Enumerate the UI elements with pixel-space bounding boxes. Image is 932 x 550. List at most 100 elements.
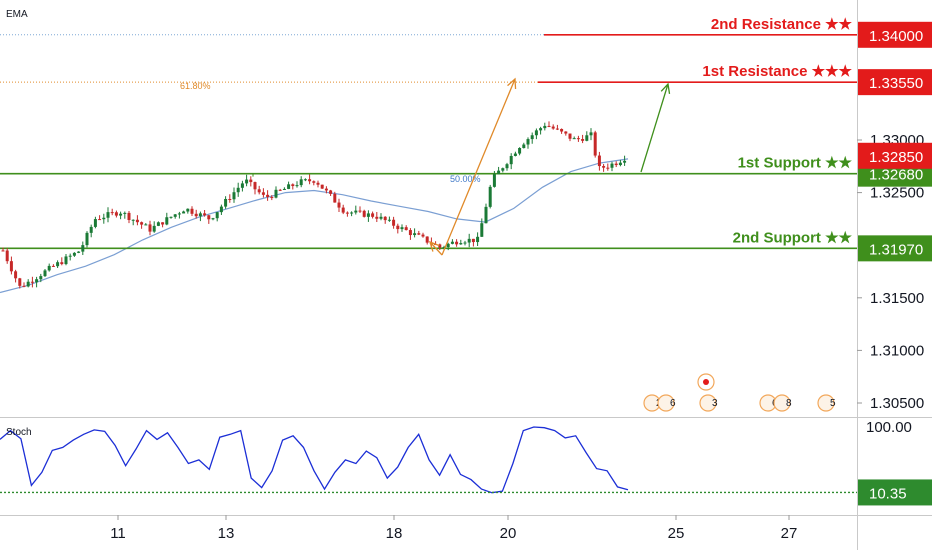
candle-body bbox=[211, 218, 215, 220]
candle-body bbox=[413, 233, 417, 236]
price-tick-label: 1.32500 bbox=[870, 185, 924, 202]
candle-body bbox=[5, 250, 9, 262]
candle-body bbox=[530, 135, 534, 140]
candle-body bbox=[366, 213, 370, 217]
candle-body bbox=[303, 179, 307, 181]
candle-body bbox=[555, 128, 559, 130]
candle-body bbox=[392, 219, 396, 226]
candle-body bbox=[341, 207, 345, 213]
candle-body bbox=[593, 132, 597, 156]
candle-body bbox=[320, 184, 324, 189]
candle-body bbox=[547, 125, 551, 127]
candle-body bbox=[287, 184, 291, 189]
fib-retrace-arrow[interactable] bbox=[429, 241, 443, 256]
candle-body bbox=[18, 278, 22, 286]
stochastic-pane: 10.35 100.00 bbox=[0, 419, 932, 506]
candle-body bbox=[396, 225, 400, 230]
candle-body bbox=[350, 212, 354, 214]
level-price-tag-r1 bbox=[858, 69, 932, 96]
candle-body bbox=[81, 245, 85, 252]
candle-body bbox=[186, 208, 190, 212]
event-flag-us-icon[interactable] bbox=[657, 394, 675, 412]
candle-body bbox=[455, 241, 459, 245]
stoch-level-tag bbox=[858, 479, 932, 506]
candle-body bbox=[1, 250, 5, 252]
stoch-indicator-label[interactable]: Stoch bbox=[6, 427, 32, 438]
candle-body bbox=[26, 281, 30, 287]
candle-body bbox=[106, 212, 110, 218]
time-tick-label: 20 bbox=[500, 525, 517, 542]
candle-body bbox=[371, 213, 375, 217]
level-price-tag-text-s1: 1.32680 bbox=[869, 167, 923, 184]
stoch-line[interactable] bbox=[0, 426, 629, 494]
candle-body bbox=[278, 189, 282, 191]
time-tick-label: 18 bbox=[386, 525, 403, 542]
time-axis[interactable]: 11 13 18 20 25 27 bbox=[110, 515, 797, 542]
candle-body bbox=[22, 285, 26, 287]
candle-body bbox=[513, 153, 517, 156]
candle-body bbox=[127, 212, 131, 221]
candle-body bbox=[606, 167, 610, 169]
ema-line-group bbox=[0, 158, 629, 294]
candle-body bbox=[64, 256, 68, 265]
event-flag-us-icon[interactable] bbox=[817, 394, 835, 412]
candle-body bbox=[602, 166, 606, 168]
candle-body bbox=[308, 179, 312, 182]
candle-body bbox=[295, 185, 299, 187]
candle-body bbox=[425, 236, 429, 243]
candle-body bbox=[471, 238, 475, 243]
event-flag-ca-icon[interactable] bbox=[699, 394, 717, 412]
candle-body bbox=[98, 219, 102, 221]
price-tick-label: 1.31000 bbox=[870, 342, 924, 359]
candle-body bbox=[203, 213, 207, 216]
event-flag-us-icon[interactable] bbox=[773, 394, 791, 412]
candle-body bbox=[324, 188, 328, 191]
candle-body bbox=[77, 251, 81, 253]
candle-body bbox=[35, 279, 39, 283]
candle-body bbox=[442, 247, 446, 249]
candle-body bbox=[282, 188, 286, 190]
candle-body bbox=[232, 192, 236, 200]
candle-body bbox=[387, 219, 391, 221]
candle-body bbox=[501, 168, 505, 171]
candle-body bbox=[131, 219, 135, 221]
candle-body bbox=[228, 198, 232, 200]
candle-body bbox=[144, 224, 148, 226]
candle-body bbox=[177, 213, 181, 215]
candle-body bbox=[114, 212, 118, 216]
candle-body bbox=[450, 241, 454, 244]
candle-body bbox=[119, 213, 123, 216]
time-tick-label: 11 bbox=[110, 525, 126, 542]
price-axis[interactable]: 1.305001.310001.315001.325001.330001.340… bbox=[857, 21, 932, 412]
candle-body bbox=[509, 155, 513, 165]
candle-body bbox=[215, 212, 219, 219]
fib-projection-arrow[interactable] bbox=[441, 78, 516, 256]
candle-body bbox=[467, 238, 471, 243]
candle-body bbox=[518, 148, 522, 154]
candle-body bbox=[438, 244, 442, 248]
candle-body bbox=[207, 215, 211, 220]
candle-body bbox=[345, 212, 349, 214]
candle-body bbox=[379, 216, 383, 219]
candle-body bbox=[610, 163, 614, 168]
candle-body bbox=[362, 210, 366, 217]
level-price-tag-text-r1: 1.33550 bbox=[869, 75, 923, 92]
candle-body bbox=[43, 270, 47, 277]
ema-indicator-label[interactable]: EMA bbox=[6, 9, 28, 20]
ema-line[interactable] bbox=[0, 158, 629, 294]
level-label-s1: 1st Support ★★ bbox=[738, 155, 853, 172]
candle-body bbox=[257, 189, 261, 193]
event-count: 8 bbox=[786, 398, 792, 409]
candle-body bbox=[9, 261, 13, 272]
candle-body bbox=[299, 179, 303, 186]
level-label-r2: 2nd Resistance ★★ bbox=[711, 16, 853, 33]
candle-body bbox=[39, 276, 43, 280]
target-arrow[interactable] bbox=[640, 83, 669, 173]
candle-body bbox=[492, 174, 496, 187]
candle-body bbox=[47, 265, 51, 271]
time-tick-label: 27 bbox=[781, 525, 798, 542]
candle-body bbox=[480, 223, 484, 237]
event-count: 3 bbox=[712, 398, 718, 409]
candle-body bbox=[497, 170, 501, 175]
